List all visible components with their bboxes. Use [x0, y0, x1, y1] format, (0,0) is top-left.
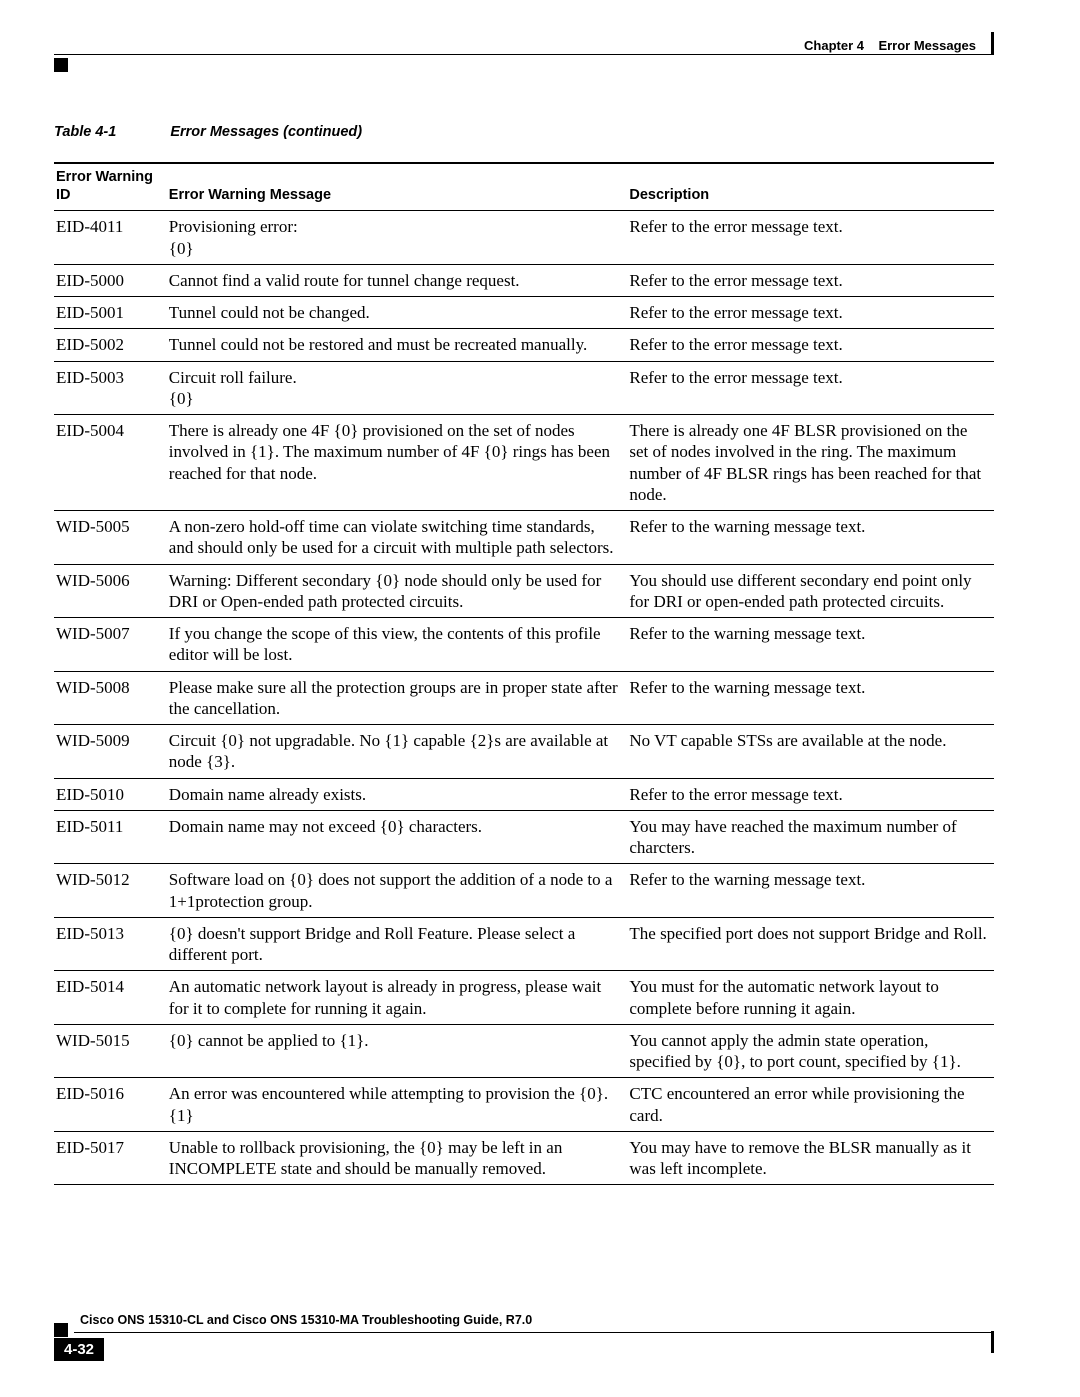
table-caption: Table 4-1 Error Messages (continued) [54, 124, 994, 140]
cell-msg: If you change the scope of this view, th… [167, 618, 628, 672]
cell-id: EID-5017 [54, 1131, 167, 1185]
cell-msg: Provisioning error: {0} [167, 211, 628, 265]
footer-marker-square [54, 1323, 68, 1337]
cell-desc: Refer to the warning message text. [627, 864, 994, 918]
table-number: Table 4-1 [54, 124, 116, 140]
cell-id: EID-5002 [54, 329, 167, 361]
cell-desc: Refer to the error message text. [627, 264, 994, 296]
col-header-desc: Description [627, 163, 994, 211]
cell-desc: Refer to the warning message text. [627, 618, 994, 672]
table-row: WID-5005A non-zero hold-off time can vio… [54, 511, 994, 565]
cell-msg: {0} doesn't support Bridge and Roll Feat… [167, 917, 628, 971]
cell-desc: The specified port does not support Brid… [627, 917, 994, 971]
cell-msg: Warning: Different secondary {0} node sh… [167, 564, 628, 618]
cell-msg: Please make sure all the protection grou… [167, 671, 628, 725]
table-row: WID-5015{0} cannot be applied to {1}.You… [54, 1024, 994, 1078]
table-row: EID-5016An error was encountered while a… [54, 1078, 994, 1132]
table-row: WID-5007If you change the scope of this … [54, 618, 994, 672]
cell-desc: Refer to the error message text. [627, 297, 994, 329]
cell-msg: Circuit {0} not upgradable. No {1} capab… [167, 725, 628, 779]
cell-id: WID-5005 [54, 511, 167, 565]
cell-id: WID-5015 [54, 1024, 167, 1078]
cell-msg: Domain name already exists. [167, 778, 628, 810]
table-row: EID-4011Provisioning error: {0}Refer to … [54, 211, 994, 265]
header-tick [991, 32, 994, 54]
col-header-id: Error Warning ID [54, 163, 167, 211]
page-number-badge: 4-32 [54, 1338, 104, 1361]
table-row: EID-5000Cannot find a valid route for tu… [54, 264, 994, 296]
cell-msg: Tunnel could not be restored and must be… [167, 329, 628, 361]
table-row: EID-5011Domain name may not exceed {0} c… [54, 810, 994, 864]
cell-desc: CTC encountered an error while provision… [627, 1078, 994, 1132]
table-row: WID-5008Please make sure all the protect… [54, 671, 994, 725]
cell-desc: Refer to the error message text. [627, 329, 994, 361]
cell-id: EID-4011 [54, 211, 167, 265]
table-row: EID-5014An automatic network layout is a… [54, 971, 994, 1025]
chapter-title: Error Messages [878, 38, 976, 53]
table-row: EID-5003Circuit roll failure. {0}Refer t… [54, 361, 994, 415]
cell-msg: A non-zero hold-off time can violate swi… [167, 511, 628, 565]
cell-desc: Refer to the warning message text. [627, 511, 994, 565]
cell-id: WID-5008 [54, 671, 167, 725]
cell-msg: An error was encountered while attemptin… [167, 1078, 628, 1132]
footer-doc-title: Cisco ONS 15310-CL and Cisco ONS 15310-M… [80, 1313, 532, 1327]
table-body: EID-4011Provisioning error: {0}Refer to … [54, 211, 994, 1185]
cell-desc: There is already one 4F BLSR provisioned… [627, 415, 994, 511]
table-header-row: Error Warning ID Error Warning Message D… [54, 163, 994, 211]
table-row: WID-5006Warning: Different secondary {0}… [54, 564, 994, 618]
table-row: EID-5004There is already one 4F {0} prov… [54, 415, 994, 511]
running-header: Chapter 4 Error Messages [804, 38, 976, 53]
cell-desc: Refer to the error message text. [627, 361, 994, 415]
cell-msg: There is already one 4F {0} provisioned … [167, 415, 628, 511]
error-messages-table: Error Warning ID Error Warning Message D… [54, 162, 994, 1185]
cell-id: EID-5011 [54, 810, 167, 864]
header-marker-square [54, 58, 68, 72]
cell-desc: You may have reached the maximum number … [627, 810, 994, 864]
content-area: Table 4-1 Error Messages (continued) Erro… [54, 124, 994, 1185]
cell-id: EID-5004 [54, 415, 167, 511]
cell-desc: Refer to the warning message text. [627, 671, 994, 725]
cell-id: WID-5009 [54, 725, 167, 779]
cell-msg: {0} cannot be applied to {1}. [167, 1024, 628, 1078]
cell-desc: Refer to the error message text. [627, 211, 994, 265]
cell-desc: Refer to the error message text. [627, 778, 994, 810]
chapter-number: Chapter 4 [804, 38, 864, 53]
header-rule [54, 54, 994, 55]
col-header-msg: Error Warning Message [167, 163, 628, 211]
cell-msg: Unable to rollback provisioning, the {0}… [167, 1131, 628, 1185]
table-row: WID-5009Circuit {0} not upgradable. No {… [54, 725, 994, 779]
cell-msg: An automatic network layout is already i… [167, 971, 628, 1025]
cell-msg: Domain name may not exceed {0} character… [167, 810, 628, 864]
cell-id: WID-5007 [54, 618, 167, 672]
cell-msg: Software load on {0} does not support th… [167, 864, 628, 918]
cell-id: EID-5013 [54, 917, 167, 971]
table-row: EID-5010Domain name already exists.Refer… [54, 778, 994, 810]
table-row: EID-5001Tunnel could not be changed.Refe… [54, 297, 994, 329]
cell-msg: Tunnel could not be changed. [167, 297, 628, 329]
cell-id: WID-5006 [54, 564, 167, 618]
table-caption-text: Error Messages (continued) [170, 124, 362, 140]
footer-rule [74, 1332, 994, 1333]
cell-id: EID-5001 [54, 297, 167, 329]
table-row: WID-5012Software load on {0} does not su… [54, 864, 994, 918]
cell-desc: No VT capable STSs are available at the … [627, 725, 994, 779]
cell-desc: You cannot apply the admin state operati… [627, 1024, 994, 1078]
cell-desc: You must for the automatic network layou… [627, 971, 994, 1025]
cell-id: EID-5014 [54, 971, 167, 1025]
footer-tick [991, 1331, 994, 1353]
cell-id: EID-5000 [54, 264, 167, 296]
cell-desc: You should use different secondary end p… [627, 564, 994, 618]
table-row: EID-5013{0} doesn't support Bridge and R… [54, 917, 994, 971]
cell-id: EID-5016 [54, 1078, 167, 1132]
cell-id: EID-5010 [54, 778, 167, 810]
cell-id: EID-5003 [54, 361, 167, 415]
cell-msg: Circuit roll failure. {0} [167, 361, 628, 415]
cell-id: WID-5012 [54, 864, 167, 918]
table-row: EID-5002Tunnel could not be restored and… [54, 329, 994, 361]
cell-msg: Cannot find a valid route for tunnel cha… [167, 264, 628, 296]
cell-desc: You may have to remove the BLSR manually… [627, 1131, 994, 1185]
table-row: EID-5017Unable to rollback provisioning,… [54, 1131, 994, 1185]
page: Chapter 4 Error Messages Table 4-1 Error … [0, 0, 1080, 1397]
